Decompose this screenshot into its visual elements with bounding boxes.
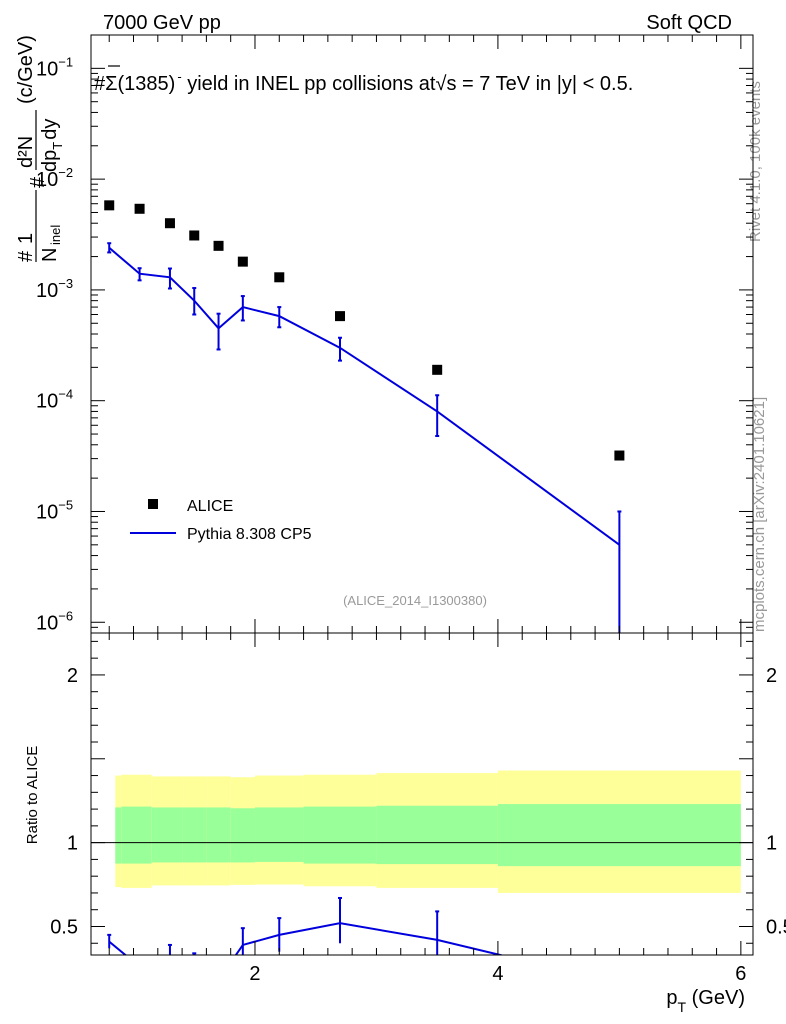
- ratio-axis-ticks: [91, 633, 753, 955]
- main-y-tick-label-2: 10−4: [36, 387, 73, 413]
- alice-point-1: [134, 203, 145, 214]
- alice-point-7: [335, 311, 346, 322]
- ratio-green-band-0: [115, 807, 122, 864]
- x-tick-label-2: 6: [735, 963, 746, 985]
- ylabel-N: N: [39, 248, 61, 262]
- ratio-y-tick-label-left-0: 0.5: [50, 916, 78, 938]
- ratio-bands: [91, 770, 753, 893]
- x-tick-label-0: 2: [249, 963, 260, 985]
- ylabel-one: 1: [15, 233, 37, 244]
- ratio-y-tick-label-left-1: 1: [67, 833, 78, 855]
- main-axis-ticks: [91, 34, 753, 634]
- legend: ALICE Pythia 8.308 CP5: [130, 498, 312, 543]
- header-right: Soft QCD: [646, 12, 732, 34]
- main-frame: [90, 34, 754, 634]
- chart-title: #Σ(1385) - yield in INEL pp collisions at…: [94, 69, 633, 95]
- analysis-id: (ALICE_2014_I1300380): [343, 593, 487, 608]
- main-y-label: # 1 N inel # d²N dpTdy (c/GeV): [15, 35, 65, 262]
- ylabel-inel: inel: [48, 225, 63, 245]
- ratio-panel: 0.5 0.5 1 1 2 2 2 4 6 Ratio to ALICE pT (GeV): [24, 632, 786, 1015]
- alice-point-6: [274, 272, 285, 283]
- ylabel-hash2: #: [27, 176, 49, 188]
- main-y-tick-label-0: 10−6: [36, 608, 73, 634]
- ratio-green-band-2: [151, 807, 183, 863]
- ratio-green-band-9: [497, 804, 741, 867]
- ratio-green-band-1: [121, 806, 152, 864]
- alice-point-5: [237, 256, 248, 267]
- main-data-layer: [104, 200, 625, 633]
- main-y-tick-label-4: 10−2: [36, 165, 73, 191]
- main-y-tick-labels: 10−6 10−5 10−4 10−3 10−2 10−1: [36, 54, 73, 634]
- ylabel-units: (c/GeV): [15, 35, 37, 104]
- alice-point-4: [213, 240, 224, 251]
- alice-point-3: [189, 230, 200, 241]
- legend-marker-alice: [148, 499, 158, 509]
- ratio-y-tick-label-right-1: 1: [766, 833, 777, 855]
- x-axis-label: pT (GeV): [666, 987, 745, 1015]
- alice-point-2: [164, 218, 175, 229]
- ratio-y-tick-label-left-2: 2: [67, 665, 78, 687]
- ratio-green-band-8: [376, 805, 498, 865]
- legend-label-pythia: Pythia 8.308 CP5: [187, 526, 312, 543]
- ratio-green-band-7: [303, 806, 377, 864]
- main-panel: 10−6 10−5 10−4 10−3 10−2 10−1 #Σ(1385) - yield…: [15, 34, 754, 634]
- pythia-line: [108, 247, 620, 546]
- ylabel-num: d²N: [15, 136, 37, 168]
- x-tick-label-1: 4: [492, 963, 503, 985]
- ratio-y-tick-label-right-2: 2: [766, 665, 777, 687]
- alice-point-8: [432, 364, 443, 375]
- ratio-data-layer: [107, 896, 505, 955]
- ratio-green-band-4: [206, 807, 231, 863]
- ratio-tick-labels: 0.5 0.5 1 1 2 2 2 4 6: [50, 665, 786, 985]
- ratio-clipped-group: [107, 896, 505, 955]
- ratio-y-label: Ratio to ALICE: [24, 746, 41, 844]
- main-y-tick-label-1: 10−5: [36, 497, 73, 523]
- ylabel-hash1: #: [15, 250, 37, 262]
- header-left: 7000 GeV pp: [103, 12, 221, 34]
- ratio-frame: [90, 632, 754, 956]
- main-y-tick-label-5: 10−1: [36, 54, 73, 80]
- main-y-tick-label-3: 10−3: [36, 276, 73, 302]
- ratio-pythia-line: [108, 922, 505, 955]
- legend-label-alice: ALICE: [187, 498, 233, 515]
- ratio-green-band-6: [254, 807, 304, 862]
- ratio-green-band-3: [182, 807, 207, 863]
- alice-point-0: [104, 200, 115, 211]
- alice-point-9: [614, 450, 625, 461]
- ratio-y-tick-label-right-0: 0.5: [766, 916, 786, 938]
- mcplots-label: mcplots.cern.ch [arXiv:2401.10621]: [751, 397, 768, 632]
- ylabel-den: dpTdy: [39, 119, 65, 172]
- rivet-label: Rivet 4.1.0, 100k events: [747, 81, 764, 242]
- ratio-green-band-5: [230, 808, 255, 863]
